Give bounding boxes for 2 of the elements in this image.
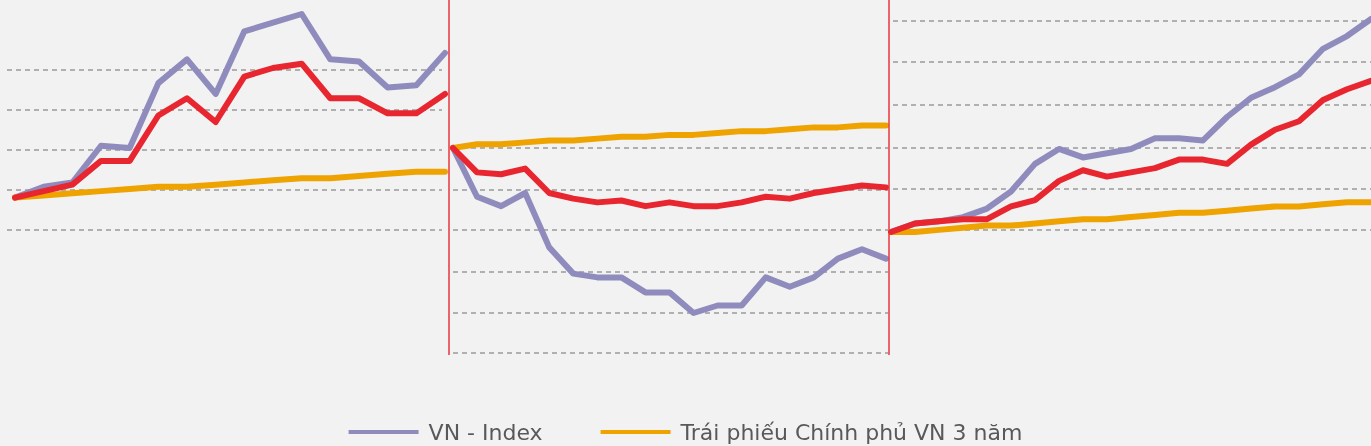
legend-label: VN - Index — [428, 419, 543, 445]
legend-label: Trái phiếu Chính phủ VN 3 năm — [679, 419, 1023, 445]
